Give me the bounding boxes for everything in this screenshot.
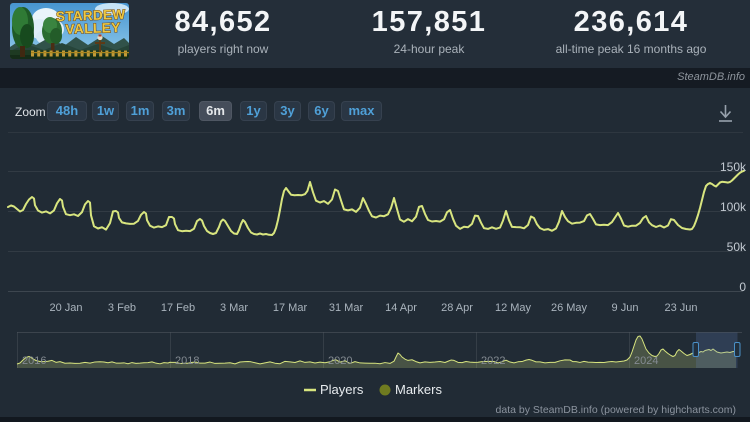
svg-text:14 Apr: 14 Apr: [385, 302, 417, 314]
svg-text:data by SteamDB.info (powered: data by SteamDB.info (powered by highcha…: [496, 404, 736, 416]
svg-text:Markers: Markers: [395, 382, 442, 397]
svg-text:2022: 2022: [481, 355, 505, 367]
svg-text:12 May: 12 May: [495, 302, 532, 314]
svg-text:17 Feb: 17 Feb: [161, 302, 195, 314]
svg-text:20 Jan: 20 Jan: [49, 302, 82, 314]
svg-text:2020: 2020: [328, 355, 352, 367]
svg-text:26 May: 26 May: [551, 302, 588, 314]
svg-text:28 Apr: 28 Apr: [441, 302, 473, 314]
svg-text:17 Mar: 17 Mar: [273, 302, 308, 314]
svg-text:31 Mar: 31 Mar: [329, 302, 364, 314]
svg-text:100k: 100k: [720, 200, 747, 214]
svg-text:150k: 150k: [720, 160, 747, 174]
svg-text:0: 0: [739, 280, 746, 294]
svg-text:9 Jun: 9 Jun: [612, 302, 639, 314]
svg-text:2016: 2016: [22, 355, 46, 367]
svg-text:STARDEW: STARDEW: [56, 7, 126, 24]
svg-text:2018: 2018: [175, 355, 199, 367]
svg-text:23 Jun: 23 Jun: [664, 302, 697, 314]
svg-text:50k: 50k: [727, 240, 747, 254]
svg-text:2024: 2024: [634, 355, 658, 367]
svg-text:3 Mar: 3 Mar: [220, 302, 248, 314]
svg-text:Players: Players: [320, 382, 364, 397]
svg-text:VALLEY: VALLEY: [65, 20, 121, 37]
svg-text:3 Feb: 3 Feb: [108, 302, 136, 314]
